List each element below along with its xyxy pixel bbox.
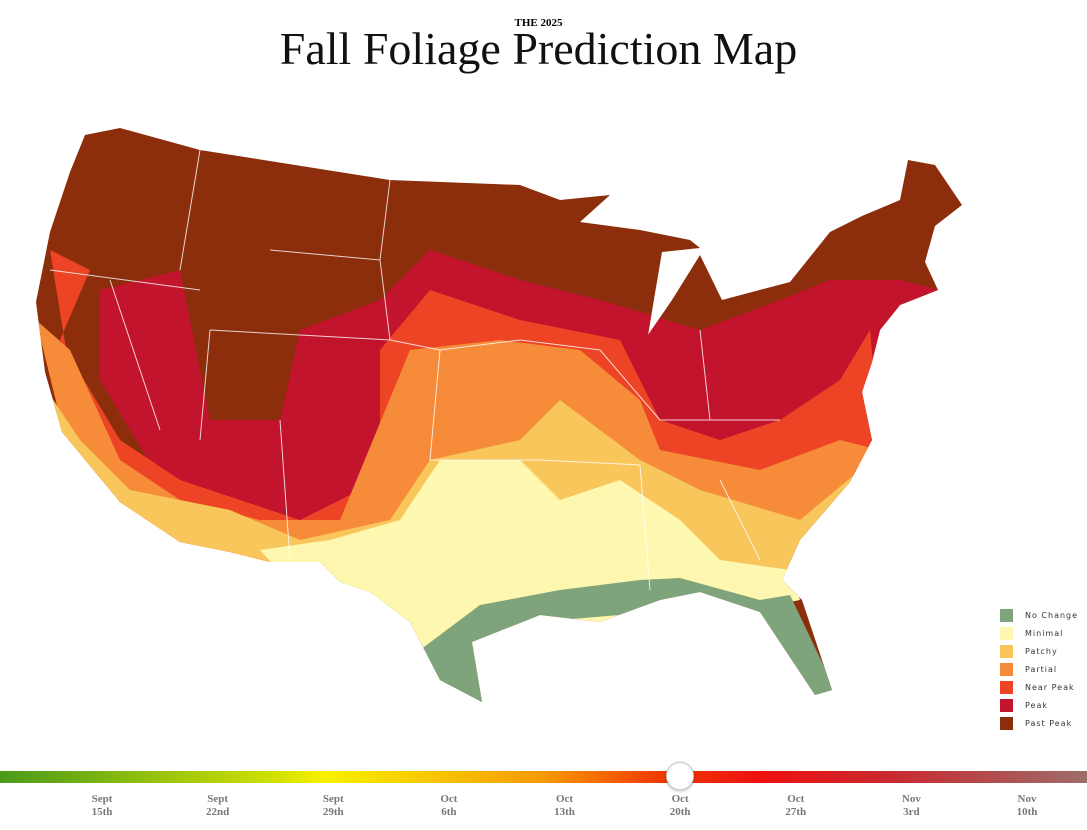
legend-item: No Change (1000, 606, 1078, 624)
legend-item: Peak (1000, 696, 1078, 714)
date-day: 27th (785, 806, 807, 818)
us-map (36, 128, 962, 702)
legend-swatch (1000, 662, 1013, 676)
date-month: Oct (787, 793, 805, 805)
legend-label: Minimal (1025, 628, 1064, 638)
date-day: 20th (669, 806, 691, 818)
legend-item: Partial (1000, 660, 1078, 678)
legend-item: Patchy (1000, 642, 1078, 660)
timeline-date: Sept 29th (293, 793, 373, 819)
date-month: Sept (91, 793, 113, 805)
date-day: 29th (322, 806, 344, 818)
timeline-knob[interactable] (666, 762, 694, 790)
date-month: Nov (1017, 793, 1037, 805)
legend-swatch (1000, 680, 1013, 694)
foliage-zones (36, 128, 962, 702)
date-day: 22nd (206, 806, 230, 818)
date-day: 6th (441, 806, 457, 818)
legend-swatch (1000, 644, 1013, 658)
timeline-date: Sept 22nd (178, 793, 258, 819)
legend-label: Partial (1025, 664, 1058, 674)
legend: No Change Minimal Patchy Partial Near Peak Pe… (1000, 606, 1078, 732)
date-month: Oct (440, 793, 458, 805)
legend-label: Past Peak (1025, 718, 1073, 728)
date-month: Sept (207, 793, 229, 805)
date-month: Oct (555, 793, 574, 805)
state-borders (49, 149, 780, 591)
date-month: Oct (671, 793, 689, 805)
legend-swatch (1000, 716, 1013, 730)
title: Fall Foliage Prediction Map (279, 23, 798, 74)
timeline-date: Oct 13th (525, 793, 605, 819)
timeline-date: Oct 6th (409, 793, 489, 819)
legend-item: Minimal (1000, 624, 1078, 642)
legend-swatch (1000, 608, 1013, 622)
legend-label: Near Peak (1025, 682, 1075, 692)
timeline-date: Nov 3rd (871, 793, 951, 819)
date-day: 3rd (903, 806, 920, 818)
date-month: Sept (322, 793, 344, 805)
legend-label: Patchy (1025, 646, 1058, 656)
date-day: 15th (91, 806, 113, 818)
legend-label: No Change (1025, 610, 1079, 620)
date-month: Nov (901, 793, 921, 805)
kicker: THE 2025 (514, 17, 563, 29)
timeline-date: Nov 10th (987, 793, 1067, 819)
legend-swatch (1000, 626, 1013, 640)
timeline-date: Oct 27th (756, 793, 836, 819)
timeline-date: Sept 15th (62, 793, 142, 819)
date-day: 10th (1016, 806, 1038, 818)
timeline-track[interactable] (0, 771, 1087, 783)
timeline-date: Oct 20th (640, 793, 720, 819)
legend-item: Near Peak (1000, 678, 1078, 696)
legend-label: Peak (1025, 700, 1048, 710)
legend-item: Past Peak (1000, 714, 1078, 732)
date-day: 13th (554, 806, 575, 818)
legend-swatch (1000, 698, 1013, 712)
